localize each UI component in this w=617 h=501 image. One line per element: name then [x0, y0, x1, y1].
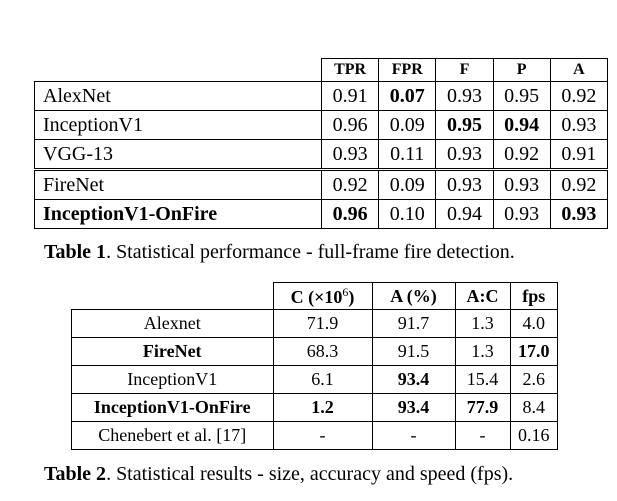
- table-row: FireNet 68.3 91.5 1.3 17.0: [71, 337, 558, 366]
- table-2-header-row: C (×106) A (%) A:C fps: [71, 282, 558, 310]
- cell: 0.93: [492, 199, 551, 229]
- cell: -: [454, 421, 511, 450]
- cell: -: [272, 421, 373, 450]
- table-row: AlexNet 0.91 0.07 0.93 0.95 0.92: [34, 81, 609, 111]
- cell: 2.6: [509, 365, 558, 394]
- table-1-header: FPR: [378, 58, 437, 82]
- table-row: InceptionV1 6.1 93.4 15.4 2.6: [71, 365, 558, 394]
- row-label: FireNet: [71, 337, 274, 366]
- cell: 0.09: [378, 110, 437, 140]
- row-label: Alexnet: [71, 309, 274, 338]
- table-1-header: F: [435, 58, 494, 82]
- cell: 0.96: [320, 110, 380, 140]
- table-row: VGG-13 0.93 0.11 0.93 0.92 0.91: [34, 139, 609, 171]
- caption-label: Table 1: [44, 241, 107, 263]
- table-2-header: C (×106): [272, 282, 373, 310]
- header-text: ): [348, 286, 355, 307]
- table-1-header: A: [549, 58, 609, 82]
- cell: 91.5: [371, 337, 456, 366]
- cell: 91.7: [371, 309, 456, 338]
- cell: 0.93: [435, 81, 494, 111]
- cell: 0.96: [320, 199, 380, 229]
- table-2-header: fps: [509, 282, 558, 310]
- table-1-corner: [34, 58, 322, 82]
- row-label: Chenebert et al. [17]: [71, 421, 274, 450]
- table-2-header: A (%): [371, 282, 456, 310]
- cell: 0.16: [509, 421, 558, 450]
- table-2-caption: Table 2. Statistical results - size, acc…: [44, 463, 513, 486]
- table-1-header: P: [492, 58, 551, 82]
- cell: 68.3: [272, 337, 373, 366]
- cell: 0.91: [549, 139, 609, 171]
- table-2-header: A:C: [454, 282, 511, 310]
- cell: 77.9: [454, 393, 511, 422]
- cell: 0.93: [492, 169, 551, 200]
- cell: 0.94: [492, 110, 551, 140]
- table-2-corner: [71, 282, 274, 310]
- row-label: InceptionV1-OnFire: [71, 393, 274, 422]
- cell: 0.10: [378, 199, 437, 229]
- row-label: InceptionV1: [71, 365, 274, 394]
- cell: -: [371, 421, 456, 450]
- row-label: FireNet: [34, 169, 322, 200]
- cell: 4.0: [509, 309, 558, 338]
- table-row: Alexnet 71.9 91.7 1.3 4.0: [71, 309, 558, 338]
- cell: 0.93: [435, 139, 494, 171]
- row-label: InceptionV1-OnFire: [34, 199, 322, 229]
- cell: 0.93: [549, 110, 609, 140]
- cell: 0.94: [435, 199, 494, 229]
- cell: 0.93: [549, 199, 609, 229]
- table-row: InceptionV1 0.96 0.09 0.95 0.94 0.93: [34, 110, 609, 140]
- cell: 71.9: [272, 309, 373, 338]
- cell: 0.09: [378, 169, 437, 200]
- caption-text: . Statistical performance - full-frame f…: [106, 241, 515, 263]
- caption-text: . Statistical results - size, accuracy a…: [106, 463, 514, 485]
- table-row: FireNet 0.92 0.09 0.93 0.93 0.92: [34, 169, 609, 200]
- row-label: InceptionV1: [34, 110, 322, 140]
- table-1-header-row: TPR FPR F P A: [34, 58, 609, 82]
- cell: 1.3: [454, 309, 511, 338]
- table-1: TPR FPR F P A AlexNet 0.91 0.07 0.93 0.9…: [34, 58, 609, 229]
- row-label: VGG-13: [34, 139, 322, 171]
- caption-label: Table 2: [44, 463, 107, 485]
- table-row: Chenebert et al. [17] - - - 0.16: [71, 421, 558, 450]
- cell: 0.11: [378, 139, 437, 171]
- cell: 6.1: [272, 365, 373, 394]
- table-2: C (×106) A (%) A:C fps Alexnet 71.9 91.7…: [71, 282, 558, 450]
- header-superscript: 6: [342, 284, 349, 299]
- cell: 17.0: [509, 337, 558, 366]
- table-row: InceptionV1-OnFire 0.96 0.10 0.94 0.93 0…: [34, 199, 609, 229]
- table-1-header: TPR: [320, 58, 380, 82]
- cell: 0.93: [320, 139, 380, 171]
- row-label: AlexNet: [34, 81, 322, 111]
- cell: 8.4: [509, 393, 558, 422]
- cell: 0.92: [549, 169, 609, 200]
- table-row: InceptionV1-OnFire 1.2 93.4 77.9 8.4: [71, 393, 558, 422]
- table-1-caption: Table 1. Statistical performance - full-…: [44, 241, 515, 264]
- cell: 0.95: [492, 81, 551, 111]
- cell: 93.4: [371, 393, 456, 422]
- header-text: C (×10: [290, 286, 343, 307]
- cell: 15.4: [454, 365, 511, 394]
- cell: 0.91: [320, 81, 380, 111]
- cell: 0.07: [378, 81, 437, 111]
- cell: 1.3: [454, 337, 511, 366]
- cell: 0.92: [549, 81, 609, 111]
- cell: 0.92: [492, 139, 551, 171]
- cell: 0.92: [320, 169, 380, 200]
- cell: 0.95: [435, 110, 494, 140]
- cell: 0.93: [435, 169, 494, 200]
- cell: 93.4: [371, 365, 456, 394]
- cell: 1.2: [272, 393, 373, 422]
